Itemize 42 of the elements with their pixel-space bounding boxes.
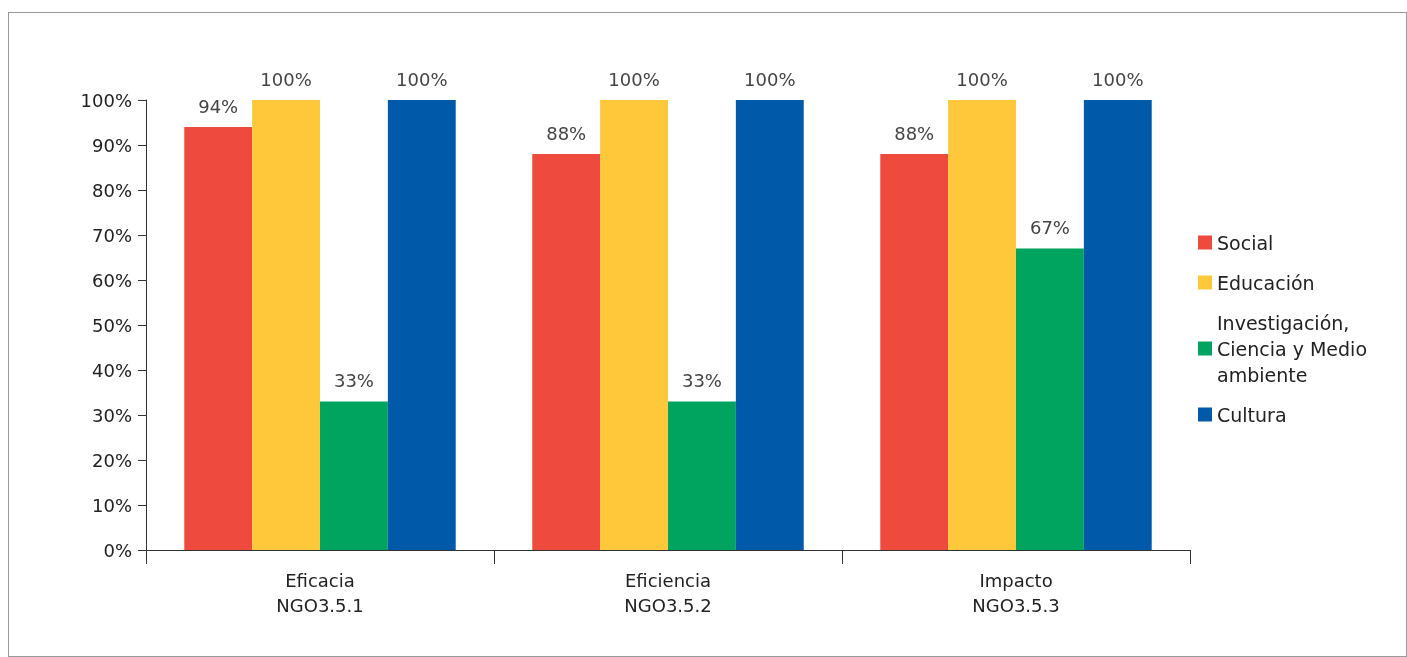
bar: [532, 154, 601, 550]
data-label: 100%: [744, 68, 796, 90]
y-tick-label: 0%: [103, 539, 132, 561]
legend-label: Investigación, Ciencia y Medio ambiente: [1217, 311, 1374, 386]
bar: [668, 401, 736, 550]
bar: [320, 401, 388, 550]
data-label: 94%: [198, 95, 239, 117]
bar: [1016, 248, 1084, 550]
data-label: 88%: [894, 122, 935, 144]
data-label: 33%: [333, 370, 374, 391]
data-label: 100%: [396, 68, 448, 90]
legend-label: Educación: [1217, 271, 1315, 294]
legend-label: Cultura: [1217, 403, 1287, 426]
bar: [184, 127, 253, 550]
y-tick-label: 100%: [80, 89, 132, 111]
data-label: 100%: [608, 68, 660, 90]
bar: [1083, 100, 1152, 550]
data-label: 67%: [1029, 217, 1070, 238]
y-tick-label: 10%: [91, 494, 132, 516]
x-tick-label: Impacto NGO3.5.3: [972, 570, 1060, 616]
y-tick-label: 30%: [91, 404, 132, 426]
y-tick-label: 90%: [91, 134, 132, 156]
y-tick-label: 40%: [91, 359, 132, 381]
y-tick-label: 80%: [91, 179, 132, 201]
x-tick-label: Eficiencia NGO3.5.2: [624, 570, 712, 616]
y-tick-label: 60%: [91, 269, 132, 291]
y-tick-label: 50%: [91, 314, 132, 336]
bar: [387, 100, 456, 550]
data-label: 100%: [956, 68, 1008, 90]
data-label: 100%: [1092, 68, 1144, 90]
legend-label: Social: [1217, 231, 1274, 254]
bar: [948, 100, 1016, 550]
data-label: 33%: [681, 370, 722, 391]
bar: [880, 154, 949, 550]
data-label: 88%: [546, 122, 587, 144]
x-tick-label: Eficacia NGO3.5.1: [276, 570, 364, 616]
bar: [600, 100, 668, 550]
y-tick-label: 70%: [91, 224, 132, 246]
data-label: 100%: [260, 68, 312, 90]
bar: [735, 100, 804, 550]
bar: [252, 100, 320, 550]
y-tick-label: 20%: [91, 449, 132, 471]
